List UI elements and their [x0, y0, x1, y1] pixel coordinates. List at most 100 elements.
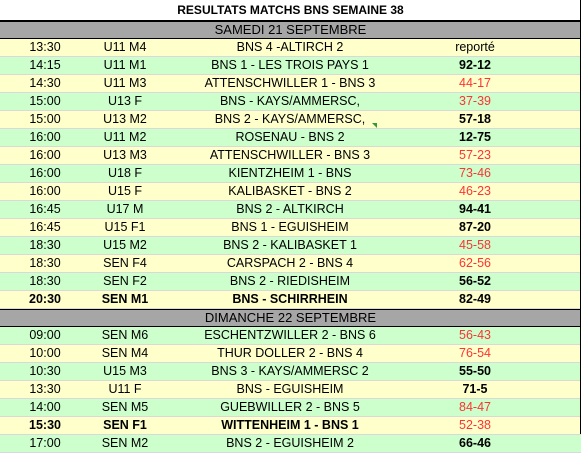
- score-cell: 12-75: [459, 130, 491, 144]
- score-cell: 76-54: [459, 346, 491, 360]
- match-cell: BNS - EGUISHEIM: [236, 382, 344, 396]
- time-cell: 14:15: [29, 58, 61, 72]
- time-cell: 15:00: [29, 112, 61, 126]
- match-cell: ATTENSCHWILLER - BNS 3: [209, 148, 371, 162]
- category-cell: U18 F: [107, 166, 143, 180]
- score-cell: 73-46: [459, 166, 491, 180]
- match-cell: ROSENAU - BNS 2: [235, 130, 345, 144]
- table-row: 15:00 U13 M2 BNS 2 - KAYS/AMMERSC, 57-18: [0, 111, 581, 129]
- category-cell: U11 M4: [103, 40, 147, 54]
- table-row: 13:30 U11 F BNS - EGUISHEIM 71-5: [0, 381, 581, 399]
- match-cell: BNS - SCHIRRHEIN: [232, 292, 348, 306]
- score-cell: 84-47: [459, 400, 491, 414]
- category-cell: U13 M3: [103, 148, 147, 162]
- score-cell: 44-17: [459, 76, 491, 90]
- time-cell: 18:30: [29, 238, 61, 252]
- match-cell: KALIBASKET - BNS 2: [228, 184, 352, 198]
- day-header: DIMANCHE 22 SEPTEMBRE: [0, 309, 581, 327]
- match-cell: WITTENHEIM 1 - BNS 1: [221, 418, 359, 432]
- category-cell: U15 F: [107, 184, 143, 198]
- match-cell: BNS 2 - EGUISHEIM 2: [226, 436, 354, 450]
- category-cell: SEN F1: [103, 418, 147, 432]
- match-cell: BNS 4 -ALTIRCH 2: [236, 40, 344, 54]
- score-cell: 87-20: [459, 220, 491, 234]
- table-row: 16:00 U18 F KIENTZHEIM 1 - BNS 73-46: [0, 165, 581, 183]
- match-cell: ATTENSCHWILLER 1 - BNS 3: [204, 76, 376, 90]
- table-row: 18:30 SEN F2 BNS 2 - RIEDISHEIM 56-52: [0, 273, 581, 291]
- table-row: 16:45 U15 F1 BNS 1 - EGUISHEIM 87-20: [0, 219, 581, 237]
- score-cell: 62-56: [459, 256, 491, 270]
- time-cell: 16:45: [29, 220, 61, 234]
- score-cell: 56-52: [459, 274, 491, 288]
- category-cell: SEN M5: [101, 400, 149, 414]
- category-cell: U13 M2: [103, 112, 147, 126]
- table-row: 10:30 U15 M3 BNS 3 - KAYS/AMMERSC 2 55-50: [0, 363, 581, 381]
- match-cell: ESCHENTZWILLER 2 - BNS 6: [204, 328, 376, 342]
- category-cell: SEN M1: [101, 292, 149, 306]
- time-cell: 15:30: [29, 418, 61, 432]
- time-cell: 14:30: [29, 76, 61, 90]
- time-cell: 16:00: [29, 130, 61, 144]
- table-row: 09:00 SEN M6 ESCHENTZWILLER 2 - BNS 6 56-43: [0, 327, 581, 345]
- category-cell: U17 M: [106, 202, 144, 216]
- table-row: 15:00 U13 F BNS - KAYS/AMMERSC, 37-39: [0, 93, 581, 111]
- match-cell: BNS - KAYS/AMMERSC,: [219, 94, 361, 108]
- match-cell: BNS 2 - KAYS/AMMERSC,: [214, 112, 366, 126]
- match-cell: BNS 1 - LES TROIS PAYS 1: [211, 58, 369, 72]
- time-cell: 13:30: [29, 382, 61, 396]
- time-cell: 10:00: [29, 346, 61, 360]
- category-cell: U11 M1: [103, 58, 147, 72]
- category-cell: SEN F4: [103, 256, 147, 270]
- category-cell: U11 M3: [103, 76, 147, 90]
- match-cell: BNS 2 - RIEDISHEIM: [229, 274, 351, 288]
- table-row: 20:30 SEN M1 BNS - SCHIRRHEIN 82-49: [0, 291, 581, 309]
- table-row: 16:45 U17 M BNS 2 - ALTKIRCH 94-41: [0, 201, 581, 219]
- table-row: 13:30 U11 M4 BNS 4 -ALTIRCH 2 reporté: [0, 39, 581, 57]
- category-cell: SEN M2: [101, 436, 149, 450]
- score-cell: 82-49: [459, 292, 491, 306]
- category-cell: SEN F2: [103, 274, 147, 288]
- category-cell: U15 F1: [104, 220, 146, 234]
- match-cell: CARSPACH 2 - BNS 4: [226, 256, 354, 270]
- category-cell: SEN M6: [101, 328, 149, 342]
- score-cell: 55-50: [459, 364, 491, 378]
- score-cell: 66-46: [459, 436, 491, 450]
- table-row: 16:00 U15 F KALIBASKET - BNS 2 46-23: [0, 183, 581, 201]
- time-cell: 16:45: [29, 202, 61, 216]
- score-cell: 45-58: [459, 238, 491, 252]
- score-cell: 92-12: [459, 58, 491, 72]
- match-cell: BNS 2 - KALIBASKET 1: [223, 238, 357, 252]
- time-cell: 20:30: [29, 292, 61, 306]
- time-cell: 09:00: [29, 328, 61, 342]
- score-cell: 56-43: [459, 328, 491, 342]
- cell-comment-marker: [372, 123, 377, 128]
- score-cell: 57-18: [459, 112, 491, 126]
- score-cell: reporté: [455, 40, 495, 54]
- table-row: 16:00 U11 M2 ROSENAU - BNS 2 12-75: [0, 129, 581, 147]
- match-cell: THUR DOLLER 2 - BNS 4: [217, 346, 363, 360]
- score-cell: 94-41: [459, 202, 491, 216]
- match-cell: KIENTZHEIM 1 - BNS: [228, 166, 352, 180]
- match-cell: GUEBWILLER 2 - BNS 5: [220, 400, 360, 414]
- score-cell: 71-5: [462, 382, 488, 396]
- time-cell: 16:00: [29, 148, 61, 162]
- table-row: 15:30 SEN F1 WITTENHEIM 1 - BNS 1 52-38: [0, 417, 581, 435]
- category-cell: SEN M4: [101, 346, 149, 360]
- match-cell: BNS 3 - KAYS/AMMERSC 2: [211, 364, 369, 378]
- category-cell: U11 M2: [103, 130, 147, 144]
- time-cell: 17:00: [29, 436, 61, 450]
- table-row: 14:15 U11 M1 BNS 1 - LES TROIS PAYS 1 92-12: [0, 57, 581, 75]
- time-cell: 10:30: [29, 364, 61, 378]
- match-cell: BNS 2 - ALTKIRCH: [236, 202, 344, 216]
- category-cell: U13 F: [107, 94, 143, 108]
- time-cell: 16:00: [29, 184, 61, 198]
- time-cell: 14:00: [29, 400, 61, 414]
- score-cell: 57-23: [459, 148, 491, 162]
- time-cell: 13:30: [29, 40, 61, 54]
- table-row: 17:00 SEN M2 BNS 2 - EGUISHEIM 2 66-46: [0, 435, 581, 453]
- table-row: 10:00 SEN M4 THUR DOLLER 2 - BNS 4 76-54: [0, 345, 581, 363]
- category-cell: U11 F: [108, 382, 142, 396]
- time-cell: 15:00: [29, 94, 61, 108]
- sheet-title: RESULTATS MATCHS BNS SEMAINE 38: [0, 0, 581, 21]
